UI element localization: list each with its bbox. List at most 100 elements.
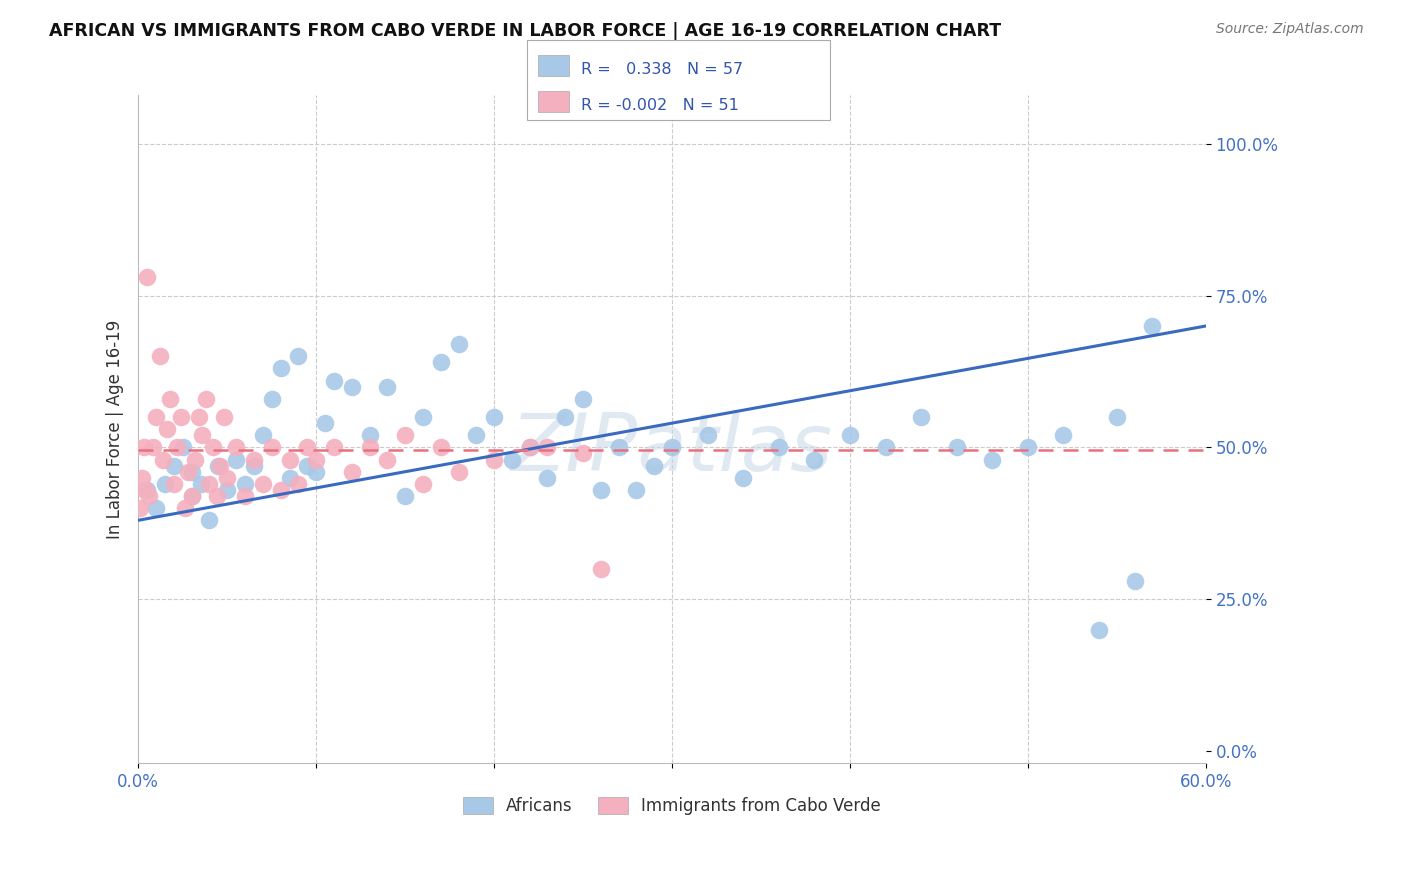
Point <box>287 349 309 363</box>
Point <box>429 441 451 455</box>
Point <box>225 441 247 455</box>
Point <box>156 422 179 436</box>
Point <box>626 483 648 497</box>
Text: ZIPatlas: ZIPatlas <box>510 410 834 488</box>
Point <box>661 441 683 455</box>
Point <box>207 458 229 473</box>
Point <box>201 441 224 455</box>
Point <box>145 501 167 516</box>
Point <box>394 489 416 503</box>
Point <box>359 428 381 442</box>
Point <box>180 489 202 503</box>
Point <box>359 441 381 455</box>
Point <box>519 441 541 455</box>
Point <box>572 446 595 460</box>
Point <box>166 441 188 455</box>
Point <box>153 476 176 491</box>
Point <box>981 452 1004 467</box>
Point <box>136 270 159 285</box>
Point <box>270 361 292 376</box>
Point <box>1017 441 1039 455</box>
Point <box>643 458 665 473</box>
Point <box>138 489 160 503</box>
Point <box>377 380 399 394</box>
Text: Source: ZipAtlas.com: Source: ZipAtlas.com <box>1216 22 1364 37</box>
Point <box>536 471 558 485</box>
Point <box>519 441 541 455</box>
Point <box>589 483 612 497</box>
Point <box>260 441 283 455</box>
Point <box>340 380 363 394</box>
Point <box>572 392 595 406</box>
Point <box>172 441 194 455</box>
Point <box>377 452 399 467</box>
Point <box>252 476 274 491</box>
Point <box>501 452 523 467</box>
Point <box>278 471 301 485</box>
Point <box>287 476 309 491</box>
Point <box>136 483 159 497</box>
Point <box>429 355 451 369</box>
Point <box>152 452 174 467</box>
Point <box>589 562 612 576</box>
Point <box>447 465 470 479</box>
Point <box>412 476 434 491</box>
Point <box>225 452 247 467</box>
Point <box>1123 574 1146 588</box>
Point <box>447 337 470 351</box>
Point <box>217 471 239 485</box>
Point <box>170 410 193 425</box>
Point <box>768 441 790 455</box>
Point <box>145 410 167 425</box>
Point <box>209 458 232 473</box>
Point <box>187 410 209 425</box>
Point <box>198 513 221 527</box>
Point <box>198 476 221 491</box>
Point <box>270 483 292 497</box>
Point <box>297 441 319 455</box>
Point <box>607 441 630 455</box>
Point <box>482 452 505 467</box>
Point <box>184 452 207 467</box>
Point <box>190 476 212 491</box>
Point <box>233 476 256 491</box>
Point <box>180 465 202 479</box>
Point <box>839 428 862 442</box>
Point <box>1052 428 1074 442</box>
Point <box>134 483 156 497</box>
Point <box>131 471 153 485</box>
Point <box>875 441 897 455</box>
Point <box>297 458 319 473</box>
Point <box>163 476 186 491</box>
Point <box>733 471 755 485</box>
Point <box>252 428 274 442</box>
Point <box>465 428 488 442</box>
Point <box>305 465 328 479</box>
Text: AFRICAN VS IMMIGRANTS FROM CABO VERDE IN LABOR FORCE | AGE 16-19 CORRELATION CHA: AFRICAN VS IMMIGRANTS FROM CABO VERDE IN… <box>49 22 1001 40</box>
Point <box>910 410 932 425</box>
Point <box>1088 623 1111 637</box>
Point <box>1105 410 1128 425</box>
Point <box>323 374 346 388</box>
Point <box>323 441 346 455</box>
Point <box>217 483 239 497</box>
Point <box>696 428 718 442</box>
Point <box>278 452 301 467</box>
Point <box>554 410 576 425</box>
Point <box>149 349 172 363</box>
Point <box>305 452 328 467</box>
Point <box>314 416 336 430</box>
Point <box>205 489 228 503</box>
Point <box>233 489 256 503</box>
Point <box>340 465 363 479</box>
Point <box>412 410 434 425</box>
Point <box>159 392 181 406</box>
Point <box>1142 318 1164 333</box>
Legend: Africans, Immigrants from Cabo Verde: Africans, Immigrants from Cabo Verde <box>457 790 887 822</box>
Point <box>132 441 155 455</box>
Y-axis label: In Labor Force | Age 16-19: In Labor Force | Age 16-19 <box>107 319 124 539</box>
Point <box>482 410 505 425</box>
Point <box>191 428 214 442</box>
Point <box>129 501 152 516</box>
Point <box>180 489 202 503</box>
